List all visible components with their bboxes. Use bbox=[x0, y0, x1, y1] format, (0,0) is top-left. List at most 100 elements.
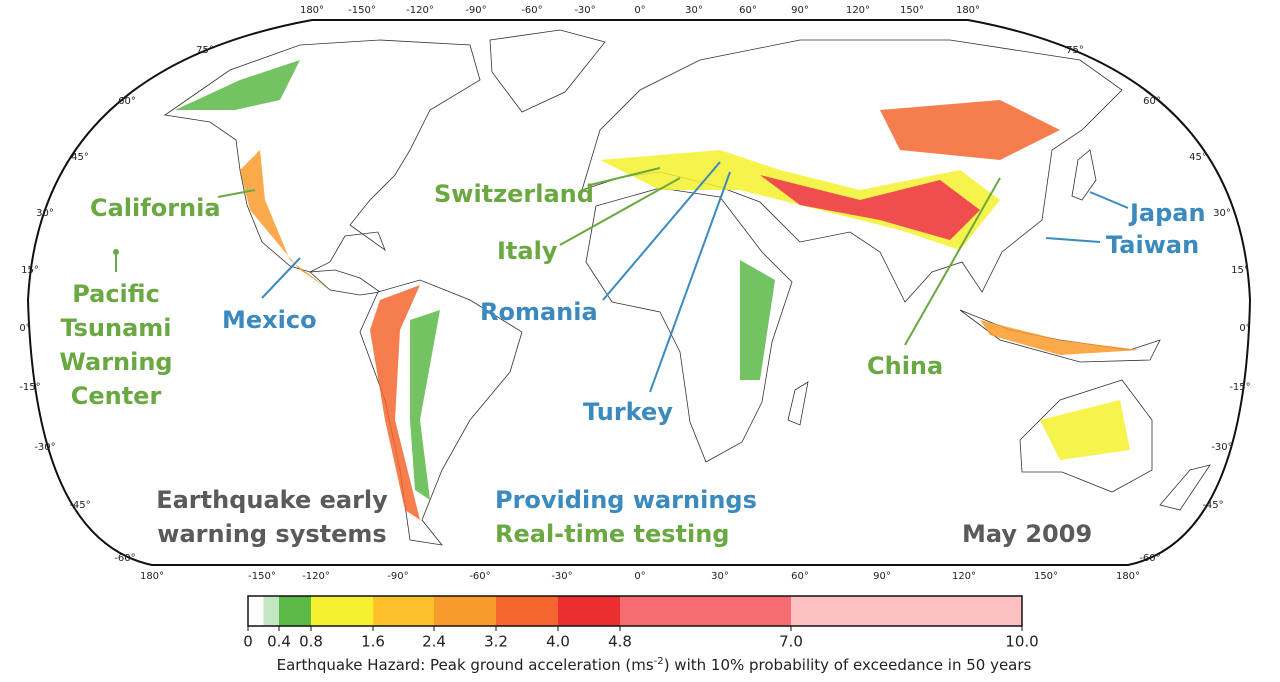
legend-testing: Real-time testing bbox=[495, 520, 729, 548]
country-label: Turkey bbox=[583, 398, 673, 426]
lat-label: 75° bbox=[196, 45, 214, 56]
lat-label: -15° bbox=[1229, 382, 1250, 393]
lat-label: 30° bbox=[36, 208, 54, 219]
lat-label: 75° bbox=[1066, 45, 1084, 56]
hazard-zone bbox=[410, 310, 440, 500]
colorbar-tick-label: 4.0 bbox=[546, 633, 570, 651]
caption-text: ) with 10% probability of exceedance in … bbox=[664, 656, 1032, 674]
lon-label: -120° bbox=[302, 571, 330, 582]
connectors bbox=[113, 161, 1129, 393]
lon-label: -30° bbox=[574, 5, 595, 16]
lat-label: -30° bbox=[34, 442, 55, 453]
colorbar-segment bbox=[434, 596, 496, 626]
lon-label: 120° bbox=[952, 571, 976, 582]
colorbar-segment bbox=[558, 596, 620, 626]
lat-label: 15° bbox=[21, 265, 39, 276]
lon-label: 120° bbox=[846, 5, 870, 16]
colorbar-segment bbox=[263, 596, 279, 626]
lon-label: 30° bbox=[685, 5, 703, 16]
colorbar-segment bbox=[279, 596, 311, 626]
colorbar-frame bbox=[247, 595, 1023, 627]
caption-sup: -2 bbox=[654, 656, 664, 667]
connector-dot bbox=[113, 249, 119, 255]
africa bbox=[585, 187, 793, 463]
lon-label: 180° bbox=[140, 571, 164, 582]
madagascar bbox=[787, 381, 809, 426]
country-label: Taiwan bbox=[1106, 231, 1199, 259]
hazard-zones bbox=[175, 60, 1140, 520]
colorbar-tick-label: 4.8 bbox=[608, 633, 632, 651]
colorbar-tick-label: 0.8 bbox=[299, 633, 323, 651]
connector bbox=[649, 171, 731, 393]
center-label: Tsunami bbox=[60, 314, 171, 342]
new-zealand bbox=[1159, 464, 1211, 511]
colorbar-tick-label: 3.2 bbox=[484, 633, 508, 651]
colorbar-tick-label: 7.0 bbox=[779, 633, 803, 651]
connector bbox=[217, 189, 256, 198]
lon-label: -90° bbox=[465, 5, 486, 16]
colorbar-segment bbox=[248, 596, 264, 626]
lat-label: -60° bbox=[1139, 553, 1160, 564]
lon-label: -150° bbox=[348, 5, 376, 16]
lat-label: -60° bbox=[114, 553, 135, 564]
lon-label: 60° bbox=[739, 5, 757, 16]
hazard-zone bbox=[240, 150, 330, 290]
lon-label: 30° bbox=[711, 571, 729, 582]
lon-label: 0° bbox=[634, 5, 645, 16]
legend-providing: Providing warnings bbox=[495, 486, 757, 514]
legend-title: warning systems bbox=[157, 520, 386, 548]
hazard-zone bbox=[175, 60, 300, 110]
country-label: Japan bbox=[1128, 199, 1206, 227]
colorbar-tick-label: 10.0 bbox=[1005, 633, 1038, 651]
lon-label: 180° bbox=[300, 5, 324, 16]
caption-text: Earthquake Hazard: Peak ground accelerat… bbox=[277, 656, 654, 674]
lon-label: -60° bbox=[521, 5, 542, 16]
center-label: Center bbox=[71, 382, 162, 410]
connector bbox=[589, 167, 661, 186]
colorbar-tick-label: 1.6 bbox=[361, 633, 385, 651]
hazard-zone bbox=[370, 285, 420, 520]
lat-label: 15° bbox=[1231, 265, 1249, 276]
world-map bbox=[26, 19, 1252, 566]
date: May 2009 bbox=[962, 520, 1092, 548]
connector bbox=[261, 257, 301, 299]
lon-label: -30° bbox=[551, 571, 572, 582]
colorbar-segment bbox=[620, 596, 791, 626]
country-label: California bbox=[90, 194, 221, 222]
lon-label: -60° bbox=[469, 571, 490, 582]
lat-label: 0° bbox=[19, 323, 30, 334]
colorbar-tick-label: 2.4 bbox=[422, 633, 446, 651]
lat-label: -45° bbox=[69, 500, 90, 511]
japan bbox=[1071, 149, 1097, 201]
lon-label: 60° bbox=[791, 571, 809, 582]
lon-label: -120° bbox=[406, 5, 434, 16]
hazard-zone bbox=[980, 320, 1140, 355]
country-label: Switzerland bbox=[434, 180, 594, 208]
hazard-zone bbox=[740, 260, 775, 380]
country-label: China bbox=[867, 352, 943, 380]
connector bbox=[904, 177, 1001, 346]
lat-label: 45° bbox=[1189, 152, 1207, 163]
colorbar-segment bbox=[791, 596, 1022, 626]
connector bbox=[559, 177, 681, 246]
colorbar-segment bbox=[373, 596, 434, 626]
caption: Earthquake Hazard: Peak ground accelerat… bbox=[277, 656, 1032, 674]
lat-label: 0° bbox=[1239, 323, 1250, 334]
center-label: Pacific bbox=[72, 280, 160, 308]
lon-label: 150° bbox=[900, 5, 924, 16]
colorbar-tick-label: 0.4 bbox=[267, 633, 291, 651]
connector bbox=[602, 161, 721, 301]
country-label: Romania bbox=[480, 298, 598, 326]
lat-label: 60° bbox=[1143, 96, 1161, 107]
hazard-zone bbox=[880, 100, 1060, 160]
lon-label: 0° bbox=[634, 571, 645, 582]
lon-label: 90° bbox=[873, 571, 891, 582]
hazard-zone bbox=[1040, 400, 1130, 460]
annotations: California Pacific Tsunami Warning Cente… bbox=[59, 180, 1205, 548]
hazard-zone bbox=[760, 175, 980, 240]
lon-label: 150° bbox=[1034, 571, 1058, 582]
lat-label: -45° bbox=[1202, 500, 1223, 511]
lon-label: -90° bbox=[387, 571, 408, 582]
colorbar-segment bbox=[311, 596, 373, 626]
lat-label: -30° bbox=[1211, 442, 1232, 453]
